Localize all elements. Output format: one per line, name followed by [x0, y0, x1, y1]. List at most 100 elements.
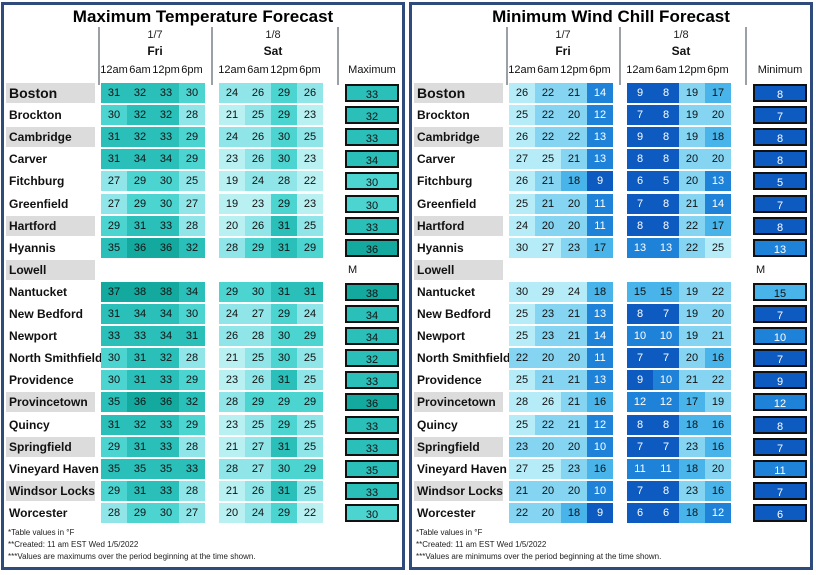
- table-cell: 38: [127, 281, 153, 302]
- station-name: Vineyard Haven: [417, 461, 507, 476]
- table-cell: 20: [561, 105, 587, 126]
- table-row: Cambridge 26 22 22 13 9 8 19 18 8: [414, 127, 808, 148]
- table-cell: 26: [535, 392, 561, 413]
- table-cell: 22: [705, 370, 731, 391]
- summary-cell: 13: [753, 238, 807, 257]
- table-cell: 25: [297, 370, 323, 391]
- table-cell: 6: [653, 502, 679, 523]
- table-cell: 17: [679, 392, 705, 413]
- table-cell: 8: [653, 105, 679, 126]
- table-cell: 14: [705, 193, 731, 214]
- hour-header: 12pm: [678, 64, 706, 76]
- table-cell: 8: [627, 304, 653, 324]
- table-cell: 25: [297, 215, 323, 236]
- table-row: Quincy 25 22 21 12 8 8 18 16 8: [414, 414, 808, 435]
- station-name: Vineyard Haven: [9, 461, 99, 476]
- table-row: Boston 26 22 21 14 9 8 19 17 8: [414, 83, 808, 103]
- table-cell: 34: [153, 326, 179, 347]
- day-name: Fri: [555, 44, 571, 58]
- summary-cell: 11: [753, 459, 807, 478]
- table-cell: 8: [627, 149, 653, 170]
- table-row: New Bedford 31 34 34 30 24 27 29 24 34: [6, 304, 400, 324]
- table-cell: 18: [561, 171, 587, 192]
- summary-cell: 34: [345, 327, 399, 346]
- summary-cell: 7: [753, 481, 807, 500]
- table-cell: 25: [179, 171, 205, 192]
- summary-cell: 8: [753, 415, 807, 434]
- table-cell: 23: [245, 193, 271, 214]
- table-cell: 26: [509, 127, 535, 148]
- table-cell: 8: [653, 149, 679, 170]
- hour-header: 12am: [626, 64, 654, 76]
- table-cell: 34: [179, 281, 205, 302]
- table-cell: 30: [153, 502, 179, 523]
- table-cell: 31: [101, 127, 127, 148]
- table-cell: 18: [587, 281, 613, 302]
- summary-cell: 30: [345, 503, 399, 522]
- table-cell: 8: [653, 480, 679, 501]
- table-cell: 9: [627, 127, 653, 148]
- table-cell: 13: [653, 237, 679, 258]
- table-cell: 26: [245, 83, 271, 103]
- table-cell: 34: [153, 304, 179, 324]
- table-cell: 33: [101, 326, 127, 347]
- table-row: Worcester 28 29 30 27 20 24 29 22 30: [6, 502, 400, 523]
- table-cell: 25: [535, 149, 561, 170]
- summary-cell: 7: [753, 349, 807, 368]
- table-row: Hartford 24 20 20 11 8 8 22 17 8: [414, 215, 808, 236]
- table-cell: 33: [153, 480, 179, 501]
- table-cell: 8: [627, 215, 653, 236]
- hour-header: 6am: [655, 64, 677, 76]
- summary-cell: 8: [753, 150, 807, 169]
- table-cell: 29: [271, 304, 297, 324]
- table-row: Worcester 22 20 18 9 6 6 18 12 6: [414, 502, 808, 523]
- table-cell: 33: [127, 326, 153, 347]
- table-cell: 17: [587, 237, 613, 258]
- table-row: North Smithfield 30 31 32 28 21 25 30 25 32: [6, 348, 400, 369]
- summary-cell: 15: [753, 282, 807, 301]
- table-cell: 16: [705, 348, 731, 369]
- table-cell: 22: [679, 215, 705, 236]
- station-name: Quincy: [9, 417, 50, 432]
- footnote: ***Values are maximums over the period b…: [8, 552, 256, 561]
- table-cell: 25: [509, 304, 535, 324]
- summary-cell: 8: [753, 216, 807, 235]
- table-row: Greenfield 25 21 20 11 7 8 21 14 7: [414, 193, 808, 214]
- table-row: Brockton 30 32 32 28 21 25 29 23 32: [6, 105, 400, 126]
- table-cell: 19: [705, 392, 731, 413]
- table-cell: 36: [153, 237, 179, 258]
- table-cell: 31: [271, 237, 297, 258]
- table-cell: 8: [653, 193, 679, 214]
- table-cell: 31: [101, 414, 127, 435]
- table-cell: 19: [219, 171, 245, 192]
- table-cell: 28: [219, 237, 245, 258]
- table-cell: 29: [219, 281, 245, 302]
- table-cell: 7: [627, 348, 653, 369]
- table-cell: 20: [561, 348, 587, 369]
- table-cell: 31: [297, 281, 323, 302]
- summary-cell: 7: [753, 194, 807, 213]
- table-cell: 24: [219, 127, 245, 148]
- table-cell: 31: [101, 83, 127, 103]
- table-cell: 21: [679, 193, 705, 214]
- table-cell: 25: [297, 348, 323, 369]
- table-row: Windsor Locks 21 20 20 10 7 8 23 16 7: [414, 480, 808, 501]
- station-name: North Smithfield: [9, 351, 103, 366]
- table-cell: 19: [219, 193, 245, 214]
- table-cell: 26: [219, 326, 245, 347]
- station-name: Springfield: [414, 436, 503, 457]
- table-cell: 20: [535, 215, 561, 236]
- table-cell: 37: [101, 281, 127, 302]
- summary-cell: 9: [753, 371, 807, 390]
- table-cell: 33: [153, 127, 179, 148]
- panel-title: Maximum Temperature Forecast: [72, 7, 334, 26]
- station-name: Boston: [414, 83, 503, 103]
- table-cell: 27: [509, 458, 535, 479]
- table-cell: 7: [627, 105, 653, 126]
- station-name: Springfield: [6, 436, 95, 457]
- hour-header: 6am: [537, 64, 559, 76]
- station-name: Hyannis: [9, 240, 56, 255]
- table-row: Newport 25 23 21 14 10 10 19 21 10: [414, 326, 808, 347]
- table-row: Hyannis 30 27 23 17 13 13 22 25 13: [414, 237, 808, 258]
- table-cell: 13: [587, 127, 613, 148]
